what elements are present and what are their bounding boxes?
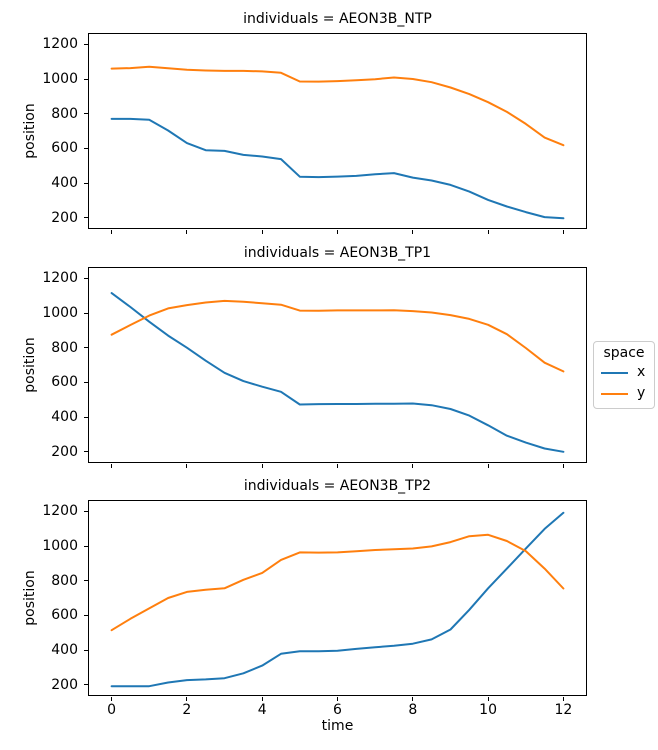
y-tick-label: 1200 <box>42 270 78 287</box>
x-tick-label: 6 <box>333 702 342 718</box>
y-tick-mark <box>84 147 88 149</box>
x-tick-mark <box>111 697 113 701</box>
y-tick-mark <box>84 277 88 279</box>
y-tick-label: 800 <box>51 339 78 356</box>
legend-title: space <box>603 345 645 361</box>
series-y-line-swatch <box>601 392 628 395</box>
legend-item-x: x <box>594 362 654 383</box>
x-tick-mark <box>562 464 564 468</box>
y-tick-label: 600 <box>51 607 78 624</box>
series-line-y <box>110 533 565 632</box>
y-tick-mark <box>84 684 88 686</box>
series-line-x <box>110 511 565 688</box>
y-tick-mark <box>84 510 88 512</box>
series-line-x <box>110 117 565 220</box>
series-x-line-swatch <box>601 371 628 374</box>
y-tick-label: 200 <box>51 676 78 693</box>
y-tick-mark <box>84 113 88 115</box>
subplot-title: individuals = AEON3B_TP2 <box>243 478 432 494</box>
line-chart <box>110 511 565 688</box>
x-tick-mark <box>412 230 414 234</box>
y-tick-mark <box>84 416 88 418</box>
subplot-aeon3b-ntp: individuals = AEON3B_NTP position 200 400… <box>0 12 658 234</box>
series-line-y <box>110 65 565 147</box>
plot-area <box>88 500 587 696</box>
y-tick-mark <box>84 347 88 349</box>
y-tick-mark <box>84 217 88 219</box>
y-tick-label: 400 <box>51 175 78 191</box>
y-tick-mark <box>84 312 88 314</box>
x-tick-label: 4 <box>257 702 267 718</box>
y-tick-mark <box>84 649 88 651</box>
subplot-title: individuals = AEON3B_NTP <box>243 11 432 27</box>
y-tick-label: 800 <box>51 105 78 122</box>
plot-area <box>88 267 587 463</box>
x-tick-mark <box>412 697 414 701</box>
y-tick-label: 1000 <box>42 71 78 87</box>
x-tick-label: 12 <box>554 702 573 718</box>
x-tick-mark <box>261 464 263 468</box>
x-tick-mark <box>337 697 338 701</box>
legend-label: y <box>637 385 646 401</box>
x-tick-mark <box>562 230 564 234</box>
y-tick-mark <box>84 451 88 453</box>
subplot-aeon3b-tp2: individuals = AEON3B_TP2 position 200 400… <box>0 479 658 718</box>
legend: space x y <box>593 341 655 409</box>
x-tick-label: 0 <box>107 702 117 718</box>
y-tick-label: 400 <box>51 642 78 658</box>
x-tick-label: 2 <box>182 702 192 718</box>
y-tick-mark <box>84 614 88 616</box>
x-tick-mark <box>412 464 414 468</box>
line-chart <box>110 292 565 453</box>
subplot-title: individuals = AEON3B_TP1 <box>243 245 432 261</box>
y-tick-mark <box>84 182 88 184</box>
y-tick-label: 600 <box>51 374 78 391</box>
x-tick-mark <box>337 464 338 468</box>
x-tick-mark <box>111 464 113 468</box>
y-tick-label: 200 <box>51 209 78 226</box>
x-tick-mark <box>337 230 338 234</box>
legend-item-y: y <box>594 383 654 404</box>
subplot-aeon3b-tp1: individuals = AEON3B_TP1 position 200 400… <box>0 246 658 468</box>
y-tick-label: 1200 <box>42 36 78 53</box>
x-tick-mark <box>261 230 263 234</box>
y-tick-label: 200 <box>51 443 78 460</box>
x-tick-mark <box>186 230 188 234</box>
y-tick-mark <box>84 545 88 547</box>
x-tick-mark <box>186 464 188 468</box>
y-tick-label: 1000 <box>42 305 78 321</box>
y-tick-label: 1200 <box>42 503 78 520</box>
y-tick-label: 1000 <box>42 538 78 554</box>
x-tick-mark <box>487 464 489 468</box>
x-axis-label: time <box>321 718 354 734</box>
y-tick-label: 800 <box>51 572 78 589</box>
legend-label: x <box>637 364 646 380</box>
y-tick-mark <box>84 43 88 45</box>
x-tick-mark <box>186 697 188 701</box>
x-tick-mark <box>111 230 113 234</box>
x-tick-label: 8 <box>408 702 418 718</box>
y-tick-label: 400 <box>51 409 78 425</box>
y-tick-mark <box>84 580 88 582</box>
x-tick-mark <box>487 230 489 234</box>
x-tick-mark <box>261 697 263 701</box>
series-line-x <box>110 292 565 453</box>
y-tick-label: 600 <box>51 140 78 157</box>
plot-area <box>88 33 587 229</box>
y-tick-mark <box>84 381 88 383</box>
x-tick-mark <box>487 697 489 701</box>
line-chart <box>110 65 565 220</box>
series-line-y <box>110 299 565 373</box>
y-tick-mark <box>84 78 88 80</box>
x-tick-mark <box>562 697 564 701</box>
x-tick-label: 10 <box>479 702 497 718</box>
